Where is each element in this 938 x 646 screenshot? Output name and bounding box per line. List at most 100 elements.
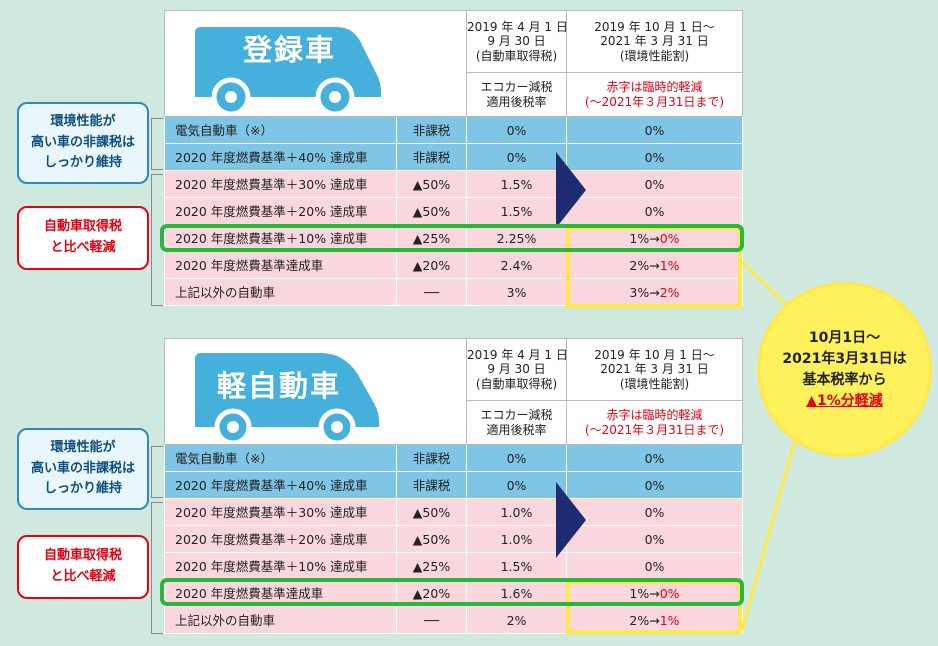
rate-base: 1%→	[629, 585, 660, 601]
row-reduction: 非課税	[396, 116, 467, 144]
row-eco-rate: 1.5%	[466, 197, 567, 225]
connector-line	[740, 260, 794, 312]
row-eco-rate: 2%	[466, 606, 567, 634]
row-eco-rate: 1.0%	[466, 498, 567, 526]
row-reduction: ▲50%	[396, 498, 467, 526]
side-label-reduced: 自動車取得税 と比べ軽減	[17, 206, 149, 270]
row-new-rate: 0%	[566, 525, 743, 553]
row-reduction: ──	[396, 278, 467, 306]
table-row: 2020 年度燃費基準＋30% 達成車 ▲50% 1.0% 0%	[164, 498, 743, 526]
row-eco-rate: 3%	[466, 278, 567, 306]
row-category: 2020 年度燃費基準＋40% 達成車	[164, 471, 397, 499]
table-row: 電気自動車（※） 非課税 0% 0%	[164, 116, 743, 144]
rate-reduced: 1%	[659, 257, 680, 273]
header-period-a: 2019 年 4 月 1 日～ 9 月 30 日 (自動車取得税)	[466, 338, 567, 401]
panel-title: 登録車	[243, 33, 337, 67]
car-logo-cell: 登録車	[164, 10, 467, 117]
rate-base: 0%	[644, 450, 665, 466]
table-row: 2020 年度燃費基準＋10% 達成車 ▲25% 1.5% 0%	[164, 552, 743, 580]
arrow-right-icon	[556, 482, 586, 558]
side-label-tax-exempt: 環境性能が 高い車の非課税は しっかり維持	[17, 102, 149, 184]
table-row: 上記以外の自動車 ── 3% 3%→2%	[164, 278, 743, 306]
row-new-rate: 0%	[566, 471, 743, 499]
header-temporary-reduction: 赤字は臨時的軽減 (～2021年３月31日まで)	[566, 72, 743, 117]
rate-base: 2%→	[629, 612, 660, 628]
kei-car-tax-table: 軽自動車 2019 年 4 月 1 日～ 9 月 30 日 (自動車取得税) 2…	[164, 338, 743, 634]
rate-base: 0%	[644, 504, 665, 520]
highlight-temporary-column	[566, 580, 742, 634]
car-icon	[195, 27, 381, 116]
row-reduction: ▲50%	[396, 525, 467, 553]
header-eco-rate: エコカー減税 適用後税率	[466, 400, 567, 445]
rate-base: 0%	[644, 531, 665, 547]
row-category: 2020 年度燃費基準＋30% 達成車	[164, 170, 397, 198]
row-reduction: 非課税	[396, 471, 467, 499]
connector-line	[740, 435, 798, 631]
table-row: 電気自動車（※） 非課税 0% 0%	[164, 444, 743, 472]
row-eco-rate: 2.4%	[466, 251, 567, 279]
bracket-line	[151, 446, 163, 498]
row-eco-rate: 0%	[466, 444, 567, 472]
row-reduction: ▲20%	[396, 251, 467, 279]
side-label-reduced: 自動車取得税 と比べ軽減	[17, 535, 149, 599]
row-category: 2020 年度燃費基準＋40% 達成車	[164, 143, 397, 171]
rate-base: 0%	[644, 203, 665, 219]
bracket-line	[151, 174, 163, 306]
registered-car-rows: 電気自動車（※） 非課税 0% 0% 2020 年度燃費基準＋40% 達成車 非課税 0% 0…	[164, 116, 743, 306]
row-category: 2020 年度燃費基準＋30% 達成車	[164, 498, 397, 526]
table-row: 2020 年度燃費基準＋40% 達成車 非課税 0% 0%	[164, 471, 743, 499]
row-category: 上記以外の自動車	[164, 278, 397, 306]
callout-circle: 10月1日～ 2021年3月31日は 基本税率から ▲1%分軽減	[757, 282, 932, 457]
car-logo-cell: 軽自動車	[164, 338, 467, 445]
row-eco-rate: 0%	[466, 143, 567, 171]
row-new-rate: 0%	[566, 552, 743, 580]
bracket-line	[151, 118, 163, 170]
highlight-row	[160, 578, 744, 606]
row-reduction: 非課税	[396, 143, 467, 171]
row-eco-rate: 1.5%	[466, 170, 567, 198]
row-new-rate: 3%→2%	[566, 278, 743, 306]
row-category: 電気自動車（※）	[164, 444, 397, 472]
kei-car-rows: 電気自動車（※） 非課税 0% 0% 2020 年度燃費基準＋40% 達成車 非課税 0% 0…	[164, 444, 743, 634]
table-row: 2020 年度燃費基準＋40% 達成車 非課税 0% 0%	[164, 143, 743, 171]
row-eco-rate: 1.0%	[466, 525, 567, 553]
row-new-rate: 0%	[566, 498, 743, 526]
row-category: 上記以外の自動車	[164, 606, 397, 634]
row-category: 2020 年度燃費基準＋20% 達成車	[164, 525, 397, 553]
side-label-tax-exempt: 環境性能が 高い車の非課税は しっかり維持	[17, 428, 149, 510]
kei-car-icon	[195, 353, 379, 444]
bracket-line	[151, 502, 163, 634]
row-new-rate: 0%	[566, 116, 743, 144]
table-row: 2020 年度燃費基準＋20% 達成車 ▲50% 1.0% 0%	[164, 525, 743, 553]
row-category: 2020 年度燃費基準＋10% 達成車	[164, 224, 397, 252]
row-category: 2020 年度燃費基準＋10% 達成車	[164, 552, 397, 580]
rate-reduced: 0%	[659, 585, 680, 601]
rate-reduced: 2%	[659, 284, 680, 300]
registered-car-table-panel: 登録車 2019 年 4 月 1 日～ 9 月 30 日 (自動車取得税) 20…	[164, 10, 743, 306]
highlight-temporary-column	[566, 226, 742, 308]
row-eco-rate: 0%	[466, 471, 567, 499]
row-category: 電気自動車（※）	[164, 116, 397, 144]
header-temporary-reduction: 赤字は臨時的軽減 (～2021年３月31日まで)	[566, 400, 743, 445]
rate-base: 0%	[644, 176, 665, 192]
row-new-rate: 0%	[566, 197, 743, 225]
row-new-rate: 0%	[566, 143, 743, 171]
table-row: 2020 年度燃費基準＋20% 達成車 ▲50% 1.5% 0%	[164, 197, 743, 225]
header-period-b: 2019 年 10 月 1 日～ 2021 年 3 月 31 日 (環境性能割)	[566, 338, 743, 401]
header-period-a: 2019 年 4 月 1 日～ 9 月 30 日 (自動車取得税)	[466, 10, 567, 73]
row-reduction: ▲50%	[396, 197, 467, 225]
row-eco-rate: 1.5%	[466, 552, 567, 580]
row-reduction: ▲50%	[396, 170, 467, 198]
row-new-rate: 2%→1%	[566, 606, 743, 634]
panel-title: 軽自動車	[217, 369, 342, 403]
rate-base: 0%	[644, 149, 665, 165]
header-eco-rate: エコカー減税 適用後税率	[466, 72, 567, 117]
row-category: 2020 年度燃費基準達成車	[164, 251, 397, 279]
rate-base: 2%→	[629, 257, 660, 273]
row-new-rate: 0%	[566, 170, 743, 198]
kei-car-table-panel: 軽自動車 2019 年 4 月 1 日～ 9 月 30 日 (自動車取得税) 2…	[164, 338, 743, 634]
rate-base: 0%	[644, 558, 665, 574]
header-period-b: 2019 年 10 月 1 日～ 2021 年 3 月 31 日 (環境性能割)	[566, 10, 743, 73]
table-row: 2020 年度燃費基準＋10% 達成車 ▲25% 2.25% 1%→0%	[164, 224, 743, 252]
